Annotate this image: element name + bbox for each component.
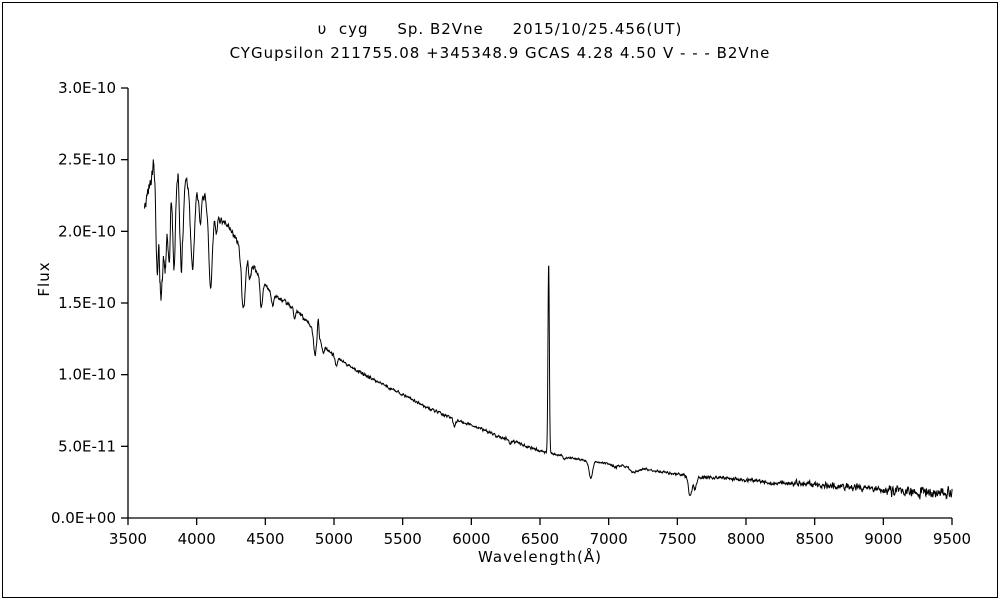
y-tick-label: 2.0E-10 [58, 222, 116, 240]
x-tick-label: 9000 [864, 530, 902, 548]
y-tick-label: 3.0E-10 [58, 79, 116, 97]
x-tick-label: 4500 [246, 530, 284, 548]
x-tick-label: 7500 [658, 530, 696, 548]
y-tick-label: 2.5E-10 [58, 151, 116, 169]
chart-title: υ cyg Sp. B2Vne 2015/10/25.456(UT) [317, 20, 683, 38]
y-tick-label: 5.0E-11 [58, 437, 116, 455]
y-tick-label: 1.5E-10 [58, 294, 116, 312]
x-tick-label: 5000 [315, 530, 353, 548]
x-tick-label: 8000 [727, 530, 765, 548]
x-tick-label: 5500 [384, 530, 422, 548]
x-tick-label: 6500 [521, 530, 559, 548]
x-tick-label: 3500 [109, 530, 147, 548]
chart-subtitle: CYGupsilon 211755.08 +345348.9 GCAS 4.28… [229, 44, 771, 62]
x-tick-label: 6000 [452, 530, 490, 548]
y-tick-label: 0.0E+00 [51, 509, 116, 527]
spectrum-line [143, 159, 953, 500]
y-tick-label: 1.0E-10 [58, 366, 116, 384]
x-tick-label: 8500 [796, 530, 834, 548]
x-axis-label: Wavelength(Å) [478, 548, 602, 566]
x-tick-label: 7000 [590, 530, 628, 548]
y-axis-label: Flux [35, 261, 53, 297]
x-tick-label: 4000 [178, 530, 216, 548]
x-tick-label: 9500 [933, 530, 971, 548]
